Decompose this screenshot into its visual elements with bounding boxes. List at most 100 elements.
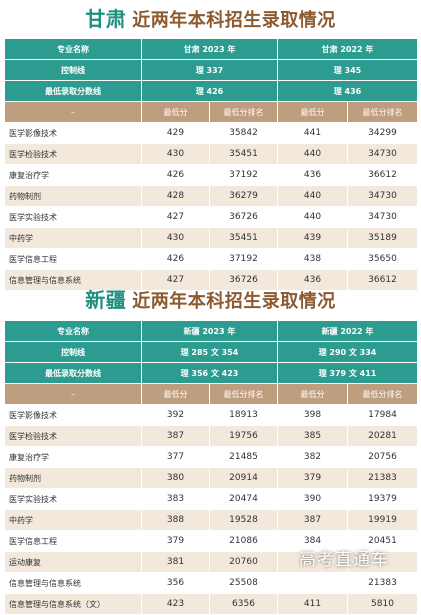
gansu-control-2022: 理 345 — [277, 59, 418, 81]
table-row: 医学信息工程 426 37192 438 35650 — [4, 248, 418, 270]
rank-2023: 36726 — [209, 206, 278, 228]
score-2023: 377 — [141, 446, 210, 468]
gansu-subheader-dash: – — [4, 101, 142, 123]
xinjiang-title-region: 新疆 — [85, 288, 127, 312]
xinjiang-control-2022: 理 290 文 334 — [277, 341, 418, 363]
xinjiang-control-label: 控制线 — [4, 341, 142, 363]
major-name: 医学检验技术 — [4, 143, 142, 165]
major-name: 医学影像技术 — [4, 122, 142, 144]
rank-2022: 20756 — [347, 446, 418, 468]
score-2022: 390 — [277, 488, 348, 510]
table-row: 医学实验技术 427 36726 440 34730 — [4, 206, 418, 228]
table-row: 信息管理与信息系统 427 36726 436 36612 — [4, 269, 418, 291]
xinjiang-table: 专业名称 新疆 2023 年 新疆 2022 年 控制线 理 285 文 354… — [4, 320, 418, 615]
major-name: 医学信息工程 — [4, 530, 142, 552]
score-2022: 387 — [277, 509, 348, 531]
rank-2023: 36726 — [209, 269, 278, 291]
xinjiang-subheader-dash: – — [4, 383, 142, 405]
gansu-minline-2023: 理 426 — [141, 80, 278, 102]
rank-2023: 19528 — [209, 509, 278, 531]
rank-2023: 18913 — [209, 404, 278, 426]
xinjiang-subheader-row: – 最低分 最低分排名 最低分 最低分排名 — [4, 383, 418, 405]
rank-2023: 35451 — [209, 227, 278, 249]
score-2022: 440 — [277, 185, 348, 207]
rank-2022: 35650 — [347, 248, 418, 270]
table-row: 运动康复 381 20760 — [4, 551, 418, 573]
xinjiang-subheader-min-2022: 最低分 — [277, 383, 348, 405]
major-name: 康复治疗学 — [4, 164, 142, 186]
table-row: 医学检验技术 430 35451 440 34730 — [4, 143, 418, 165]
table-row: 药物制剂 380 20914 379 21383 — [4, 467, 418, 489]
xinjiang-header-2022: 新疆 2022 年 — [277, 320, 418, 342]
gansu-minline-label: 最低录取分数线 — [4, 80, 142, 102]
rank-2022: 35189 — [347, 227, 418, 249]
score-2023: 430 — [141, 227, 210, 249]
xinjiang-control-2023: 理 285 文 354 — [141, 341, 278, 363]
score-2022: 398 — [277, 404, 348, 426]
score-2023: 380 — [141, 467, 210, 489]
rank-2022: 34299 — [347, 122, 418, 144]
xinjiang-header-2023: 新疆 2023 年 — [141, 320, 278, 342]
table-row: 中药学 388 19528 387 19919 — [4, 509, 418, 531]
xinjiang-minline-2023: 理 356 文 423 — [141, 362, 278, 384]
major-name: 运动康复 — [4, 551, 142, 573]
major-name: 医学检验技术 — [4, 425, 142, 447]
rank-2023: 6356 — [209, 593, 278, 615]
score-2023: 356 — [141, 572, 210, 594]
gansu-title-text: 近两年本科招生录取情况 — [132, 10, 336, 31]
xinjiang-control-row: 控制线 理 285 文 354 理 290 文 334 — [4, 341, 418, 363]
major-name: 医学信息工程 — [4, 248, 142, 270]
xinjiang-subheader-min-2023: 最低分 — [141, 383, 210, 405]
table-row: 药物制剂 428 36279 440 34730 — [4, 185, 418, 207]
rank-2022: 19379 — [347, 488, 418, 510]
rank-2022: 21383 — [347, 572, 418, 594]
gansu-control-2023: 理 337 — [141, 59, 278, 81]
xinjiang-header-label: 专业名称 — [4, 320, 142, 342]
rank-2022: 5810 — [347, 593, 418, 615]
rank-2022: 17984 — [347, 404, 418, 426]
xinjiang-subheader-rank-2022: 最低分排名 — [347, 383, 418, 405]
score-2022: 436 — [277, 269, 348, 291]
score-2023: 387 — [141, 425, 210, 447]
major-name: 信息管理与信息系统（文） — [4, 593, 142, 615]
rank-2023: 37192 — [209, 248, 278, 270]
rank-2023: 37192 — [209, 164, 278, 186]
score-2022: 384 — [277, 530, 348, 552]
score-2023: 427 — [141, 206, 210, 228]
score-2022: 438 — [277, 248, 348, 270]
major-name: 中药学 — [4, 227, 142, 249]
score-2023: 379 — [141, 530, 210, 552]
score-2022: 382 — [277, 446, 348, 468]
rank-2023: 20914 — [209, 467, 278, 489]
score-2022: 411 — [277, 593, 348, 615]
gansu-header-row: 专业名称 甘肃 2023 年 甘肃 2022 年 — [4, 38, 418, 60]
gansu-subheader-min-2022: 最低分 — [277, 101, 348, 123]
score-2023: 427 — [141, 269, 210, 291]
table-row: 医学实验技术 383 20474 390 19379 — [4, 488, 418, 510]
gansu-minline-row: 最低录取分数线 理 426 理 436 — [4, 80, 418, 102]
gansu-subheader-rank-2023: 最低分排名 — [209, 101, 278, 123]
score-2023: 423 — [141, 593, 210, 615]
xinjiang-minline-2022: 理 379 文 411 — [277, 362, 418, 384]
xinjiang-header-row: 专业名称 新疆 2023 年 新疆 2022 年 — [4, 320, 418, 342]
major-name: 医学影像技术 — [4, 404, 142, 426]
table-row: 信息管理与信息系统 356 25508 21383 — [4, 572, 418, 594]
table-row: 康复治疗学 377 21485 382 20756 — [4, 446, 418, 468]
xinjiang-title: 新疆 近两年本科招生录取情况 — [0, 284, 421, 313]
score-2023: 429 — [141, 122, 210, 144]
score-2022: 440 — [277, 143, 348, 165]
gansu-minline-2022: 理 436 — [277, 80, 418, 102]
score-2022: 439 — [277, 227, 348, 249]
table-row: 医学影像技术 392 18913 398 17984 — [4, 404, 418, 426]
score-2022 — [277, 572, 348, 594]
major-name: 医学实验技术 — [4, 488, 142, 510]
rank-2023: 35451 — [209, 143, 278, 165]
rank-2023: 20474 — [209, 488, 278, 510]
gansu-header-2023: 甘肃 2023 年 — [141, 38, 278, 60]
table-row: 医学检验技术 387 19756 385 20281 — [4, 425, 418, 447]
score-2023: 388 — [141, 509, 210, 531]
table-row: 康复治疗学 426 37192 436 36612 — [4, 164, 418, 186]
major-name: 医学实验技术 — [4, 206, 142, 228]
rank-2022: 36612 — [347, 164, 418, 186]
score-2023: 426 — [141, 164, 210, 186]
